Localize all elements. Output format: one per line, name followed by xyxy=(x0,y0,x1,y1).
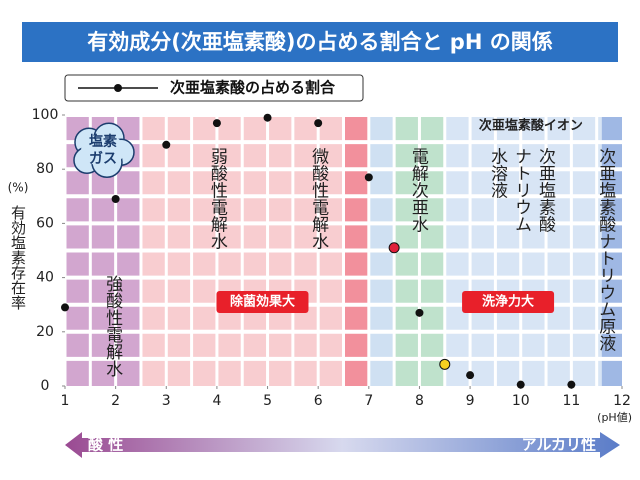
ph-arrow xyxy=(65,432,620,458)
x-tick-label: 5 xyxy=(263,393,272,409)
zone-label: 弱酸性電解水 xyxy=(207,147,228,249)
badge-box xyxy=(462,290,555,313)
data-point xyxy=(466,371,475,380)
x-tick-label: 7 xyxy=(364,393,373,409)
chart-title: 有効成分(次亜塩素酸)の占める割合と pH の関係 xyxy=(87,30,552,54)
zone-label: 強酸性電解水 xyxy=(102,275,123,377)
zone-label: 水溶液 xyxy=(487,147,508,198)
x-tick-label: 6 xyxy=(314,393,323,409)
y-tick-label: 80 xyxy=(36,161,54,177)
zone-label: ナトリウム xyxy=(511,148,531,233)
x-tick-label: 12 xyxy=(613,393,631,409)
badge-box xyxy=(216,290,309,313)
y-axis-label: 有効塩素存在率 xyxy=(9,205,27,310)
data-point xyxy=(415,308,424,317)
x-tick-label: 11 xyxy=(562,393,580,409)
x-tick-label: 10 xyxy=(512,393,530,409)
y-tick-label: 100 xyxy=(32,107,59,123)
data-point xyxy=(162,140,171,149)
zone-label: 次亜塩素酸ナトリウム原液 xyxy=(595,147,616,351)
acid-label: 酸 性 xyxy=(88,436,123,454)
x-unit: (pH値) xyxy=(597,411,632,424)
data-point xyxy=(388,242,400,254)
x-tick-label: 8 xyxy=(415,393,424,409)
zone-label: 微酸性電解水 xyxy=(308,147,329,249)
data-point xyxy=(111,195,120,204)
y-unit: (%) xyxy=(8,181,29,195)
badge-label: 除菌効果大 xyxy=(230,293,295,309)
gas-label: ガス xyxy=(89,151,117,167)
data-point xyxy=(314,119,323,128)
legend-label: 次亜塩素酸の占める割合 xyxy=(170,79,336,97)
data-point xyxy=(212,119,221,128)
x-tick-label: 4 xyxy=(212,393,221,409)
zone-label: 次亜塩素酸 xyxy=(535,147,556,232)
x-tick-label: 2 xyxy=(111,393,120,409)
data-point xyxy=(516,380,525,389)
ion-label: 次亜塩素酸イオン xyxy=(479,117,583,133)
gas-cloud xyxy=(80,134,125,167)
x-tick-label: 3 xyxy=(162,393,171,409)
data-point xyxy=(61,303,69,312)
y-tick-label: 20 xyxy=(36,324,54,340)
legend-box xyxy=(64,74,364,102)
data-point xyxy=(567,380,576,389)
data-point xyxy=(263,113,272,122)
y-tick-label: 60 xyxy=(36,215,54,231)
data-point xyxy=(439,358,451,370)
y-tick-label: 40 xyxy=(36,270,54,286)
badge-label: 洗浄力大 xyxy=(482,293,534,309)
x-tick-label: 1 xyxy=(61,393,70,409)
data-point xyxy=(364,173,373,182)
y-tick-label: 0 xyxy=(41,378,50,394)
zone-label: 電解次亜水 xyxy=(408,148,429,233)
x-tick-label: 9 xyxy=(466,393,475,409)
alkali-label: アルカリ性 xyxy=(522,436,596,454)
title-banner xyxy=(22,22,618,62)
legend-marker xyxy=(114,84,122,92)
gas-label: 塩素 xyxy=(89,133,117,150)
